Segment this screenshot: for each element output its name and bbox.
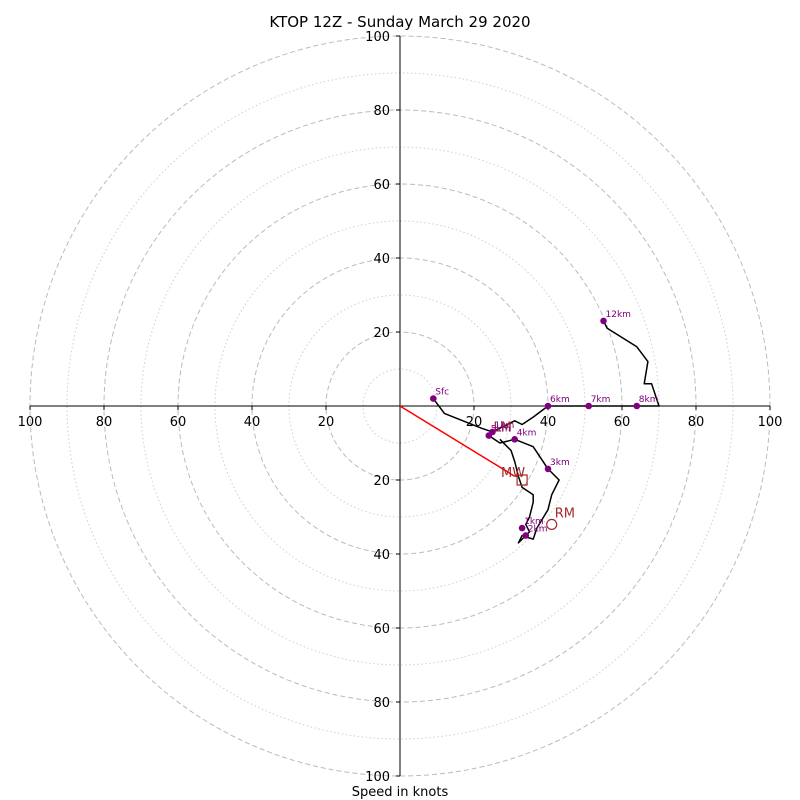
tick-label-left: 80	[96, 415, 113, 430]
height-marker	[600, 317, 607, 325]
height-marker	[544, 465, 552, 473]
tick-label-left: 20	[318, 415, 335, 430]
tick-label-right: 60	[614, 415, 631, 430]
height-marker-label: 6km	[550, 395, 570, 405]
height-marker	[633, 402, 641, 410]
height-marker	[585, 402, 592, 410]
height-marker-label: 7km	[591, 395, 611, 405]
height-marker-label: 5km	[491, 425, 511, 435]
height-marker-label: 3km	[550, 458, 570, 468]
mean-wind-marker	[516, 474, 528, 486]
tick-label-top: 20	[373, 326, 390, 341]
height-marker	[511, 436, 518, 443]
height-marker	[544, 402, 552, 410]
right-mover-marker	[546, 518, 558, 531]
height-marker-label: 1km	[524, 517, 544, 527]
tick-label-left: 60	[170, 415, 187, 430]
height-marker-label: 2km	[528, 525, 548, 535]
height-marker	[485, 432, 493, 439]
tick-label-right: 100	[758, 415, 783, 430]
tick-label-top: 60	[373, 178, 390, 193]
height-marker-label: 1km	[495, 421, 515, 431]
height-marker-label: Sfc	[435, 388, 449, 398]
tick-label-left: 40	[244, 415, 261, 430]
tick-label-bottom: 80	[373, 696, 390, 711]
right-mover-label: RM	[555, 506, 575, 521]
height-marker-label: 8km	[639, 395, 659, 405]
tick-label-bottom: 20	[373, 474, 390, 489]
tick-label-top: 80	[373, 104, 390, 119]
tick-label-top: 100	[365, 30, 390, 45]
chart-title: KTOP 12Z - Sunday March 29 2020	[269, 13, 530, 31]
height-marker-label: 4km	[517, 428, 537, 438]
mean-wind-label: MW	[501, 466, 525, 481]
tick-label-right: 80	[688, 415, 705, 430]
tick-label-bottom: 40	[373, 548, 390, 563]
tick-label-bottom: 100	[365, 770, 390, 785]
height-marker	[518, 524, 526, 532]
tick-label-right: 40	[540, 415, 557, 430]
tick-label-bottom: 60	[373, 622, 390, 637]
tick-label-top: 40	[373, 252, 390, 267]
tick-label-left: 100	[18, 415, 43, 430]
height-marker-label: 12km	[606, 310, 631, 320]
profile-line-lower	[488, 434, 560, 544]
height-marker	[430, 395, 437, 402]
left-mover-label: LM	[494, 421, 512, 436]
height-marker	[522, 532, 530, 539]
x-axis-label: Speed in knots	[352, 785, 449, 800]
storm-motions: MW RM LM	[399, 405, 575, 531]
shear-vector-line	[399, 405, 516, 477]
